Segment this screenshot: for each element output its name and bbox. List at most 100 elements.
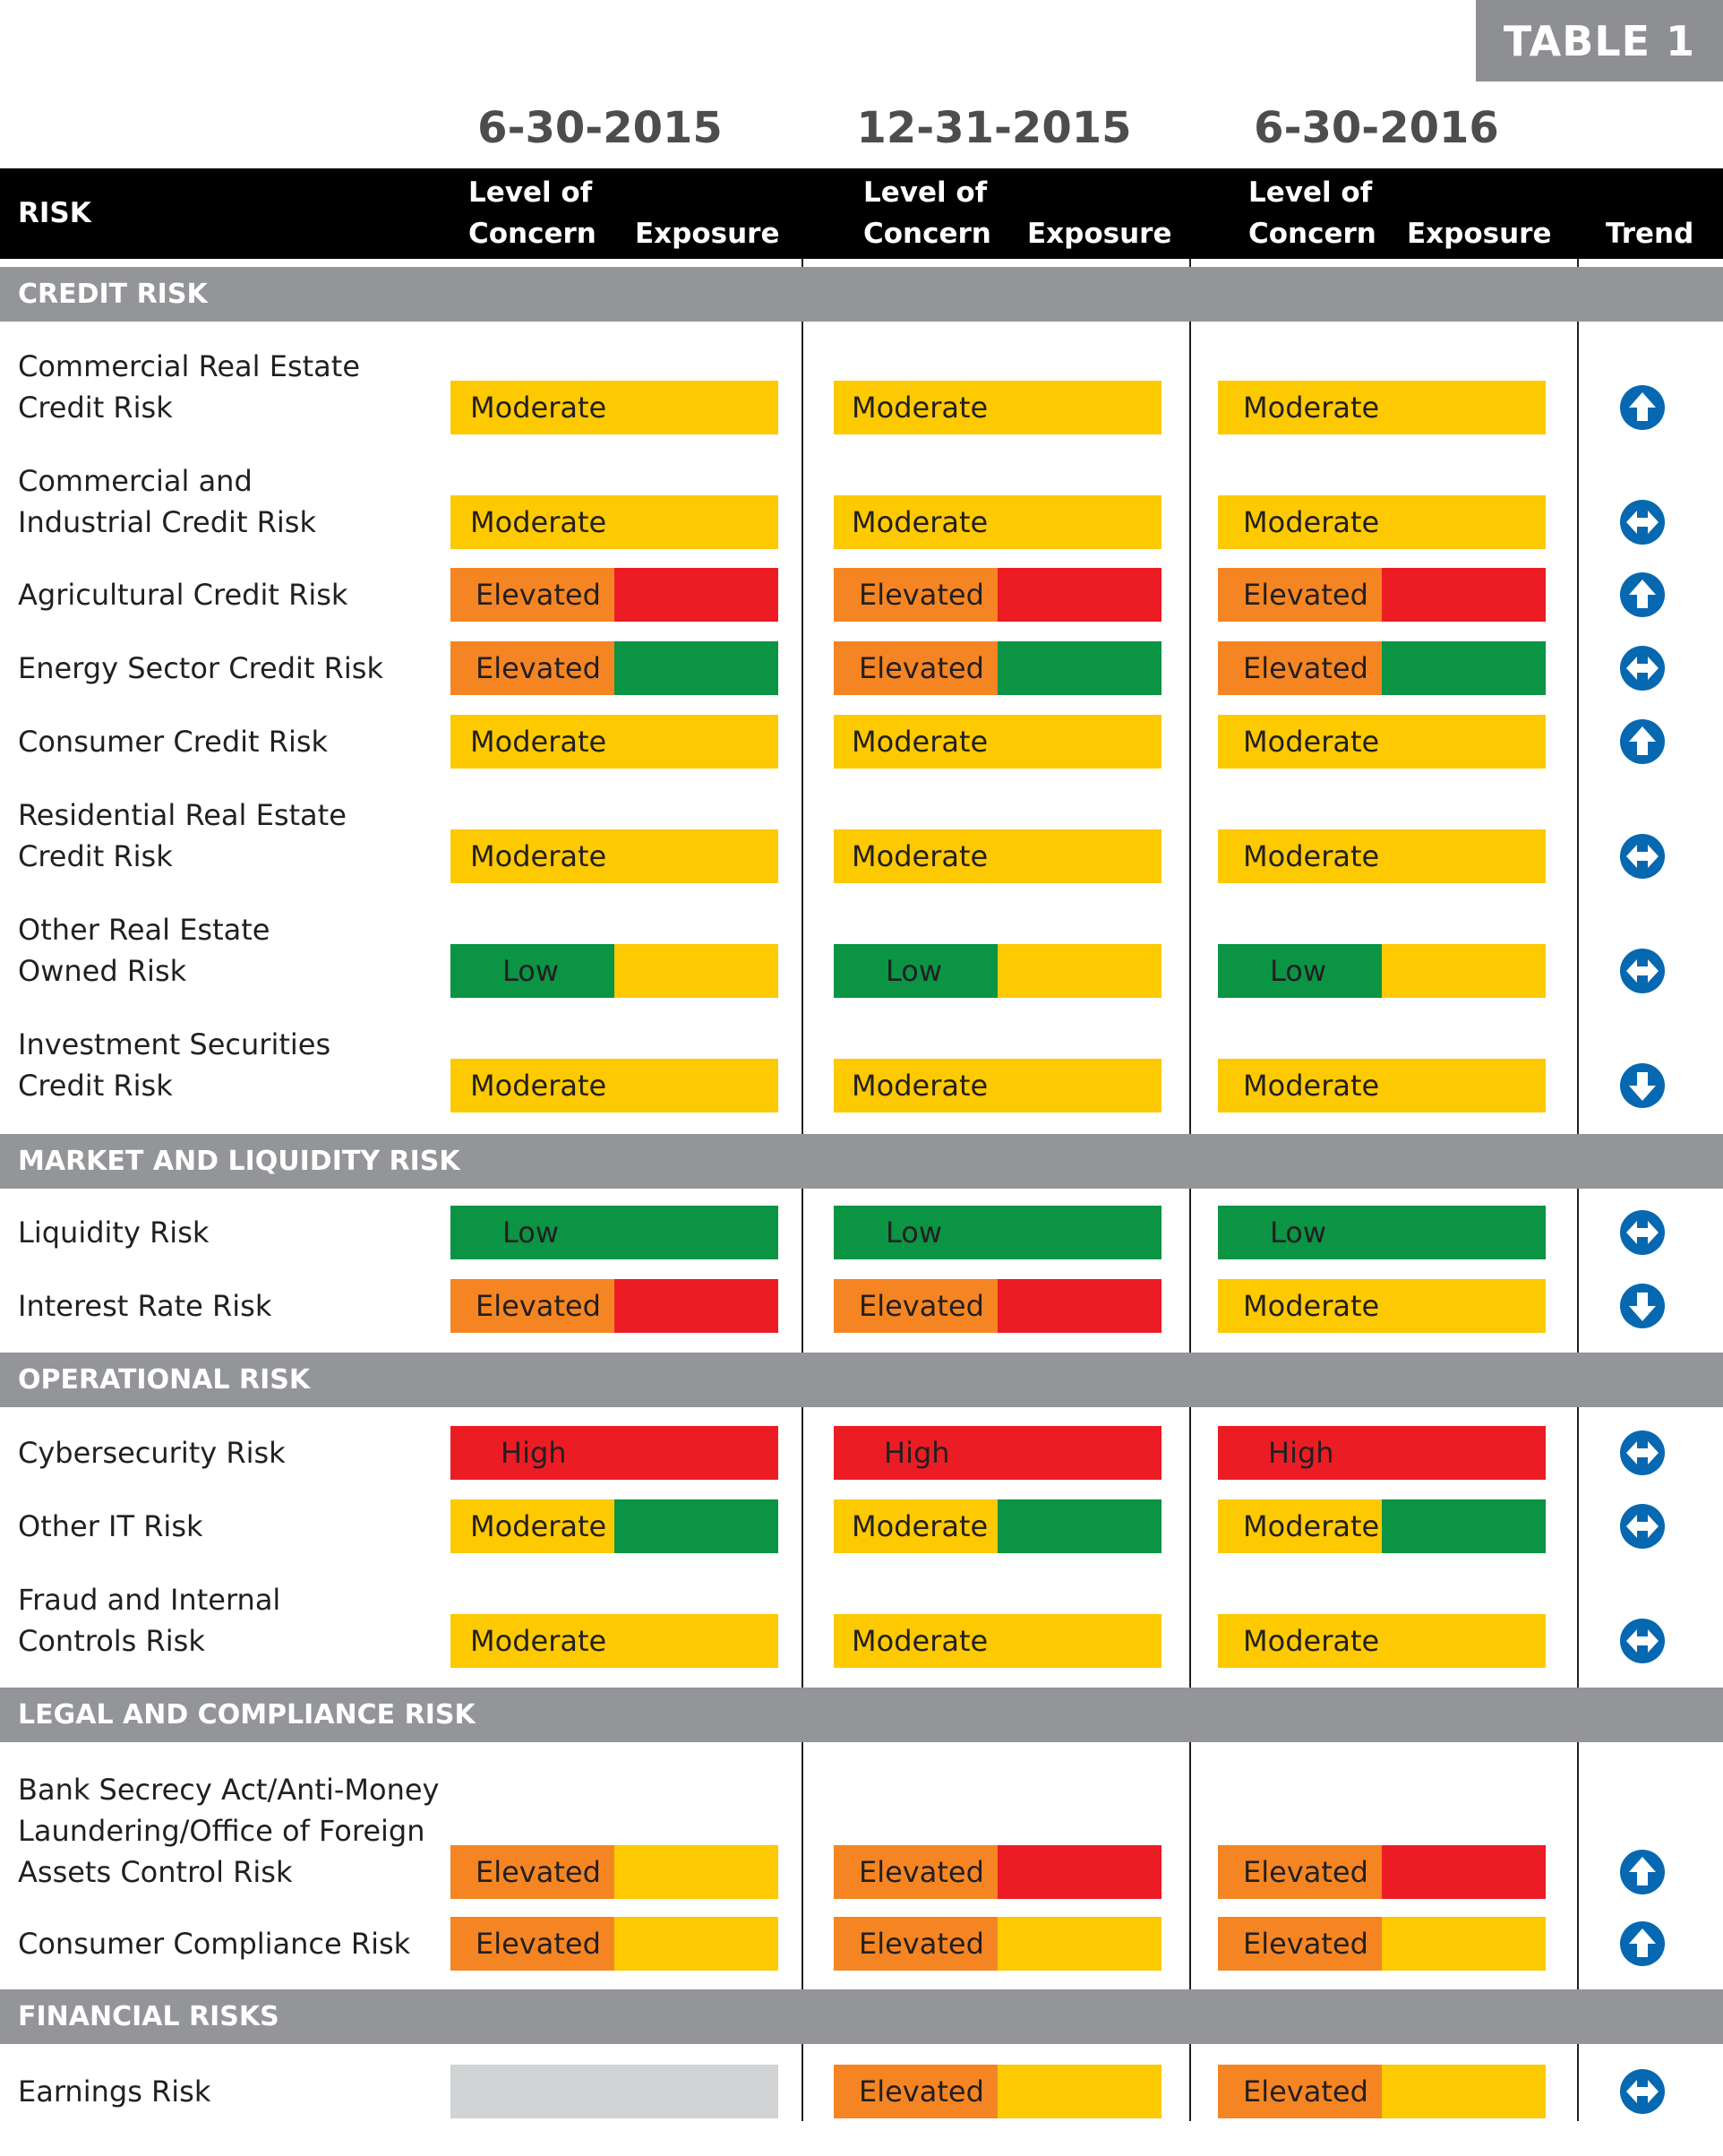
level-of-concern-text: Moderate <box>1243 391 1380 425</box>
exposure-block <box>998 1206 1162 1259</box>
level-of-concern-text: Moderate <box>1243 1289 1380 1323</box>
risk-name-line: Controls Risk <box>18 1624 205 1658</box>
exposure-block <box>1382 2065 1546 2118</box>
level-of-concern-block <box>834 1206 998 1259</box>
header-exposure-p1: Exposure <box>635 218 780 250</box>
risk-rating-cell: Moderate <box>450 715 778 769</box>
risk-rating-cell: Moderate <box>834 829 1162 883</box>
risk-name-line: Bank Secrecy Act/Anti-Money <box>18 1773 440 1807</box>
level-of-concern-block <box>450 829 614 883</box>
risk-rating-cell: Low <box>450 944 778 998</box>
exposure-block <box>614 641 778 695</box>
level-of-concern-text: Low <box>502 954 560 988</box>
risk-rating-cell: Elevated <box>1218 1845 1546 1899</box>
risk-rating-cell: Elevated <box>1218 568 1546 622</box>
section-band: LEGAL AND COMPLIANCE RISK <box>0 1688 1723 1742</box>
risk-name-line: Interest Rate Risk <box>18 1289 272 1323</box>
period-title-2: 12-31-2015 <box>856 103 1132 153</box>
risk-rating-cell: Elevated <box>450 1917 778 1971</box>
risk-rating-cell: Elevated <box>834 2065 1162 2118</box>
risk-name-line: Owned Risk <box>18 954 187 988</box>
exposure-block <box>998 829 1162 883</box>
level-of-concern-block <box>450 1059 614 1112</box>
risk-name-line: Laundering/Office of Foreign <box>18 1814 425 1848</box>
section-band: MARKET AND LIQUIDITY RISK <box>0 1134 1723 1189</box>
risk-name: Bank Secrecy Act/Anti-Money Laundering/Of… <box>18 1769 439 1893</box>
level-of-concern-text: Elevated <box>476 1855 601 1889</box>
level-of-concern-block <box>834 495 998 549</box>
exposure-block <box>1382 1279 1546 1333</box>
level-of-concern-block <box>450 495 614 549</box>
section-title: MARKET AND LIQUIDITY RISK <box>18 1146 460 1177</box>
risk-name: Energy Sector Credit Risk <box>18 648 383 689</box>
level-of-concern-block <box>834 715 998 769</box>
exposure-block <box>1382 829 1546 883</box>
header-risk: RISK <box>18 197 91 229</box>
level-of-concern-text: Moderate <box>852 725 989 759</box>
level-of-concern-block <box>450 568 614 622</box>
exposure-block <box>1382 1917 1546 1971</box>
risk-rating-cell: High <box>450 1426 778 1480</box>
risk-rating-cell: Elevated <box>450 1845 778 1899</box>
level-of-concern-block <box>1218 568 1382 622</box>
section-band: CREDIT RISK <box>0 267 1723 322</box>
section-title: OPERATIONAL RISK <box>18 1364 311 1396</box>
header-exposure-p2: Exposure <box>1027 218 1172 250</box>
header-trend: Trend <box>1606 218 1694 250</box>
level-of-concern-block <box>450 381 614 434</box>
risk-name-line: Assets Control Risk <box>18 1855 293 1889</box>
level-of-concern-text: Elevated <box>859 1289 984 1323</box>
exposure-block <box>998 1499 1162 1553</box>
level-of-concern-block <box>1218 1059 1382 1112</box>
level-of-concern-block <box>834 1499 998 1553</box>
exposure-block <box>614 1279 778 1333</box>
level-of-concern-block <box>834 381 998 434</box>
risk-name-line: Consumer Compliance Risk <box>18 1927 411 1961</box>
risk-name: Fraud and Internal Controls Risk <box>18 1579 280 1662</box>
level-of-concern-block <box>450 1499 614 1553</box>
table-header: RISK Level of Concern Exposure Level of … <box>0 168 1723 259</box>
level-of-concern-block <box>1218 1499 1382 1553</box>
level-of-concern-block <box>1218 1845 1382 1899</box>
header-level-line1-p1: Level of <box>468 176 593 209</box>
trend-flat-arrow-icon <box>1619 499 1666 545</box>
level-of-concern-text: Moderate <box>1243 1509 1380 1543</box>
level-of-concern-text: Elevated <box>859 651 984 685</box>
exposure-block <box>1382 1426 1546 1480</box>
exposure-block <box>614 495 778 549</box>
risk-name: Residential Real Estate Credit Risk <box>18 795 347 877</box>
level-of-concern-block <box>1218 715 1382 769</box>
header-level-line1-p2: Level of <box>863 176 988 209</box>
level-of-concern-text: Elevated <box>1243 578 1368 612</box>
level-of-concern-block <box>450 1614 614 1668</box>
level-of-concern-block <box>834 641 998 695</box>
risk-rating-cell: Moderate <box>1218 1279 1546 1333</box>
risk-rating-cell: Elevated <box>450 641 778 695</box>
level-of-concern-text: Elevated <box>1243 651 1368 685</box>
risk-rating-cell: Low <box>834 944 1162 998</box>
risk-name-line: Cybersecurity Risk <box>18 1436 286 1470</box>
exposure-block <box>1382 381 1546 434</box>
risk-name-line: Agricultural Credit Risk <box>18 578 348 612</box>
level-of-concern-text: Moderate <box>852 1069 989 1103</box>
exposure-block <box>614 944 778 998</box>
risk-name-line: Liquidity Risk <box>18 1215 210 1250</box>
level-of-concern-block <box>1218 2065 1382 2118</box>
exposure-block <box>998 715 1162 769</box>
level-of-concern-text: Low <box>886 1215 943 1250</box>
risk-rating-cell: Moderate <box>834 1614 1162 1668</box>
risk-name-line: Residential Real Estate <box>18 798 347 832</box>
exposure-block <box>614 829 778 883</box>
exposure-block <box>614 1917 778 1971</box>
exposure-block <box>1382 1206 1546 1259</box>
exposure-block <box>998 641 1162 695</box>
risk-rating-cell: Low <box>1218 944 1546 998</box>
risk-rating-cell: Moderate <box>834 715 1162 769</box>
level-of-concern-text: Moderate <box>852 391 989 425</box>
trend-up-arrow-icon <box>1619 1849 1666 1895</box>
exposure-block <box>614 1845 778 1899</box>
trend-flat-arrow-icon <box>1619 1503 1666 1550</box>
risk-rating-cell: Moderate <box>1218 1059 1546 1112</box>
risk-rating-cell: Elevated <box>1218 641 1546 695</box>
level-of-concern-block <box>1218 1917 1382 1971</box>
